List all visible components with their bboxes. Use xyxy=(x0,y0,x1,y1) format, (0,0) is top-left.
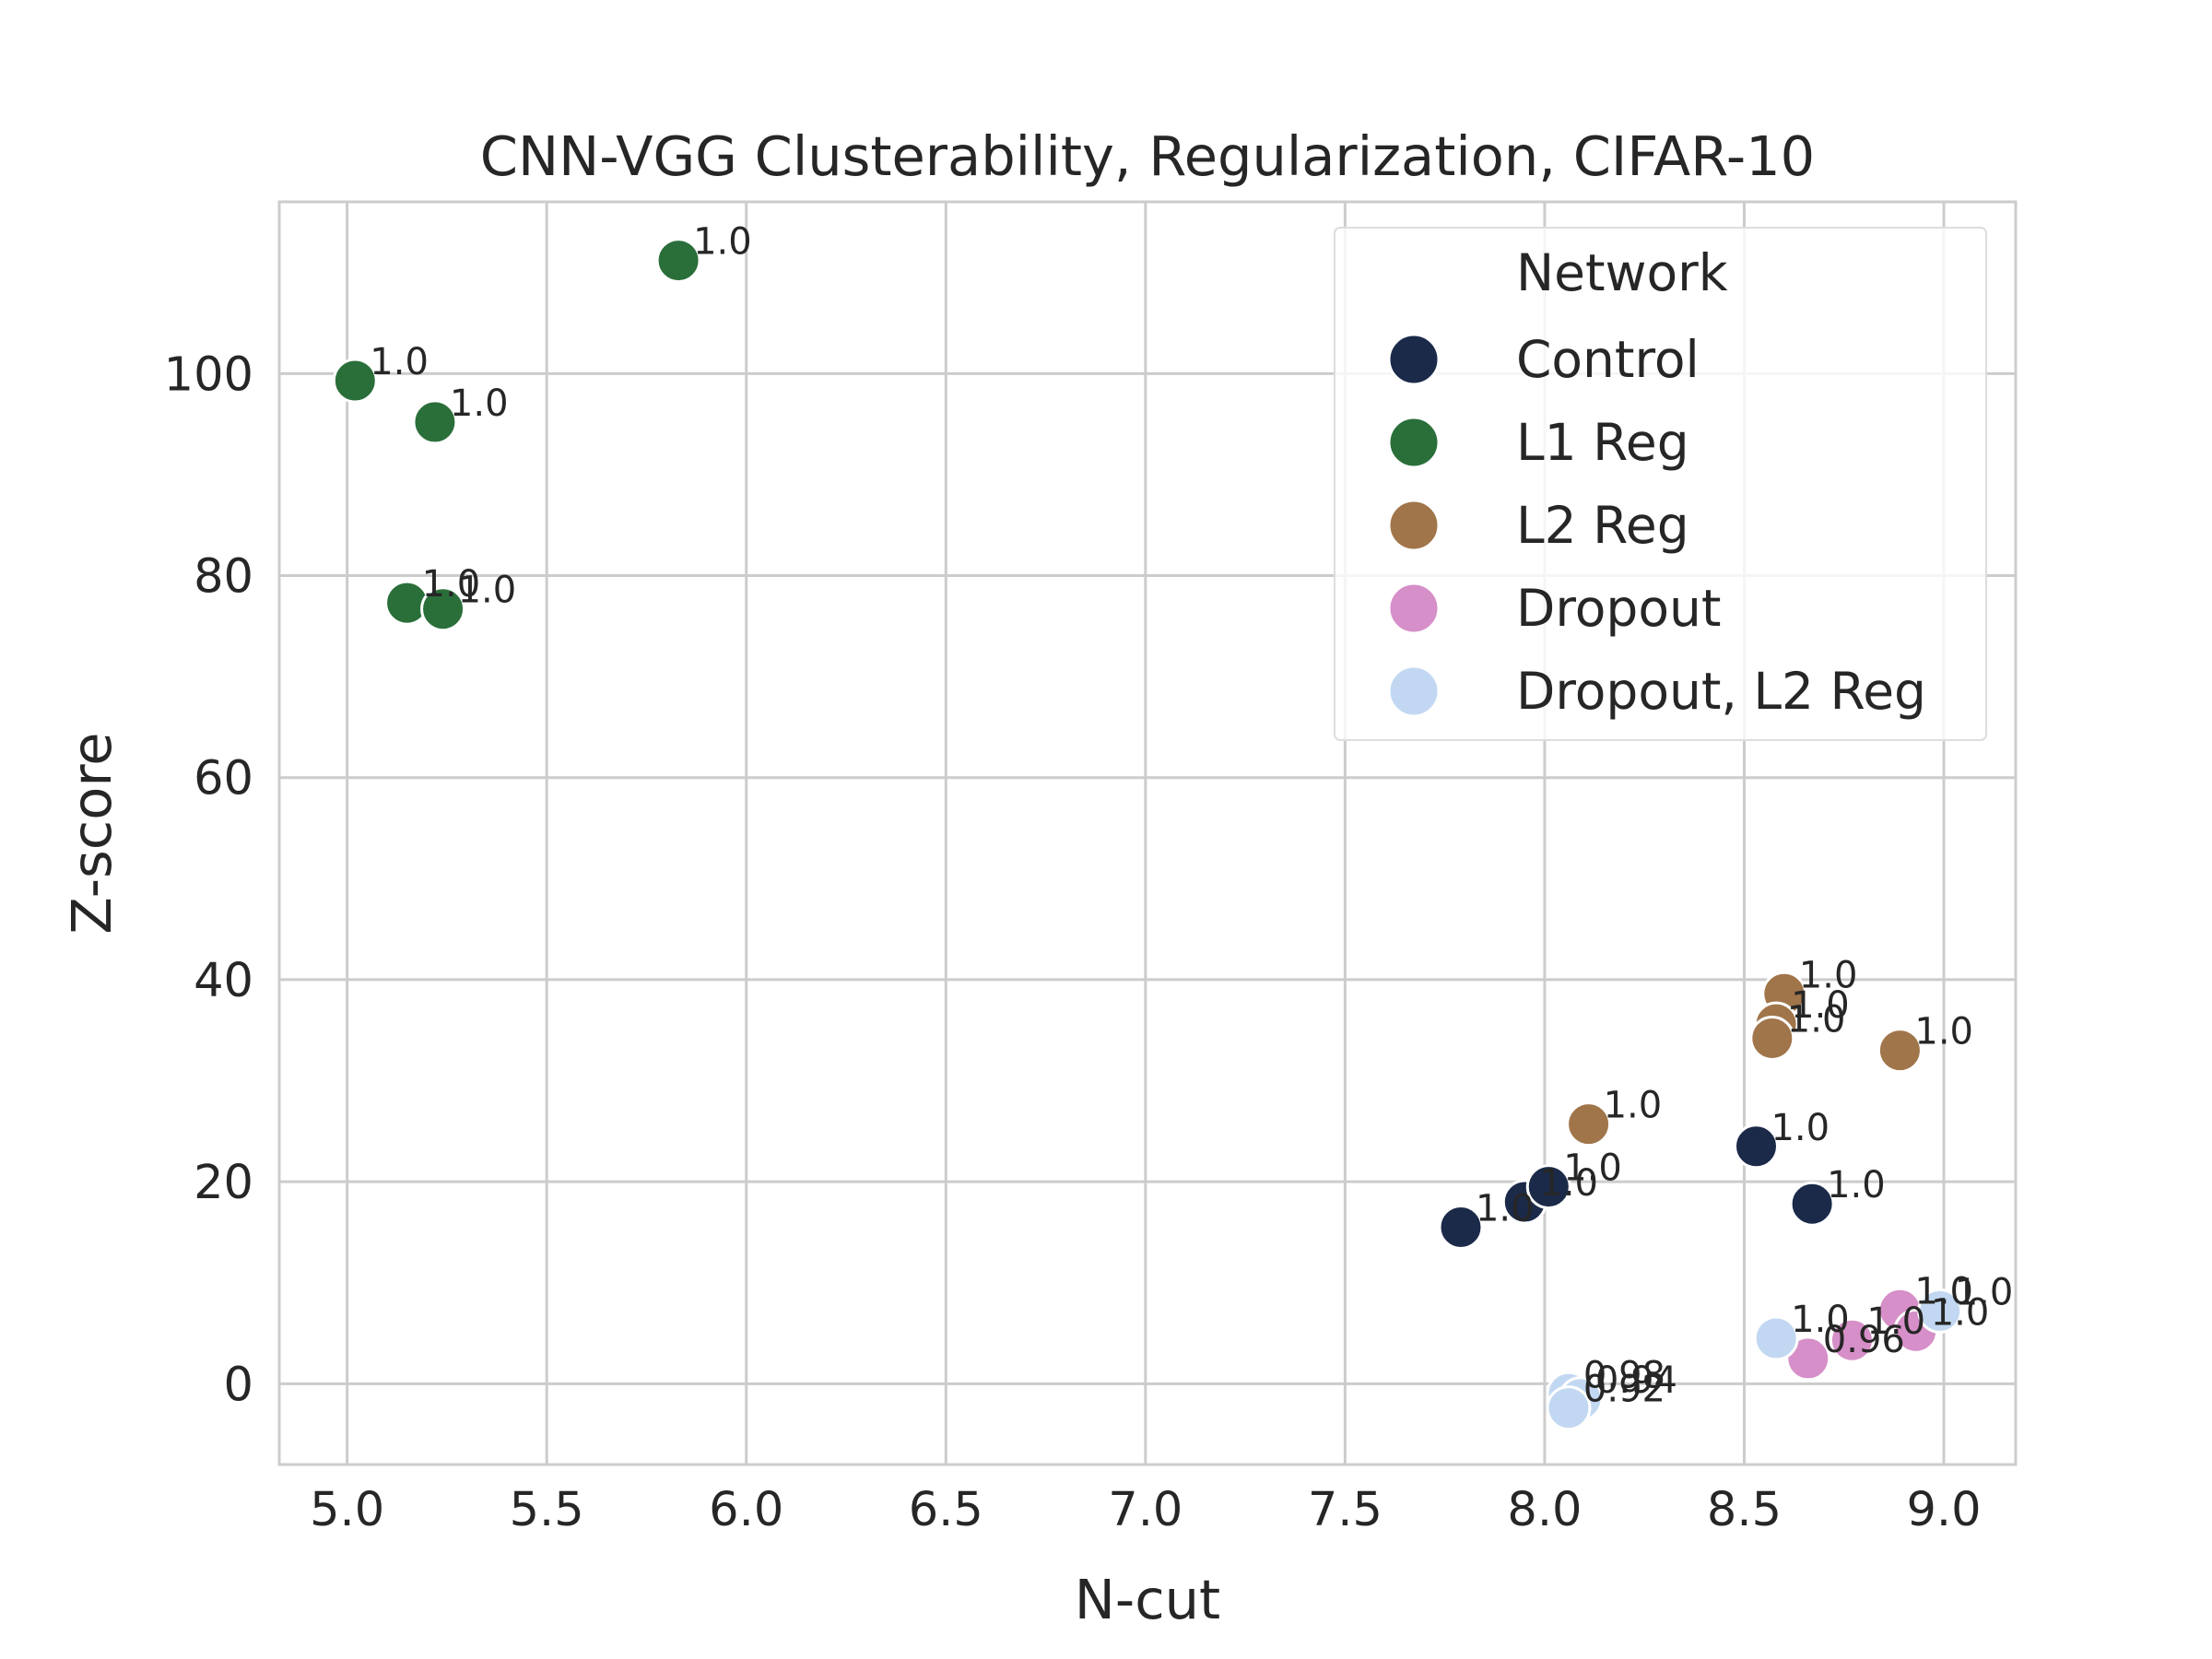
plot-frame xyxy=(277,200,2018,1466)
y-tick-label-2: 40 xyxy=(194,954,253,1008)
point-s3-2 xyxy=(1829,1317,1875,1363)
legend-label-1: L1 Reg xyxy=(1516,413,1689,472)
legend-box xyxy=(1334,227,1987,741)
point-label-s3-2: 1.0 xyxy=(1866,1300,1925,1343)
point-s3-3 xyxy=(1785,1335,1831,1382)
point-label-s2-4: 1.0 xyxy=(1604,1085,1663,1127)
legend-items: Control L1 Reg L2 Reg Dropout Dropout, L2 Re… xyxy=(1387,330,1926,721)
y-tick-label-0: 0 xyxy=(224,1358,253,1412)
point-s4-4 xyxy=(1546,1385,1592,1431)
point-s4-0 xyxy=(1917,1288,1963,1334)
legend-label-4: Dropout, L2 Reg xyxy=(1516,662,1926,721)
y-tick-label-3: 60 xyxy=(194,752,253,806)
point-s2-2 xyxy=(1749,1015,1795,1061)
data-points xyxy=(332,238,1963,1431)
point-s0-4 xyxy=(1789,1181,1835,1227)
y-tick-labels: 0 20 40 60 80 100 xyxy=(164,347,253,1412)
legend-marker-3 xyxy=(1387,582,1441,635)
point-label-s0-1: 1.0 xyxy=(1539,1162,1598,1205)
x-tick-label-2: 6.0 xyxy=(709,1483,783,1537)
point-label-s1-4: 1.0 xyxy=(458,570,517,612)
point-s0-0 xyxy=(1438,1204,1484,1250)
point-label-s0-2: 1.0 xyxy=(1563,1147,1622,1190)
point-label-s4-0: 1.0 xyxy=(1955,1271,2014,1313)
x-tick-label-7: 8.5 xyxy=(1707,1483,1782,1537)
point-s2-3 xyxy=(1877,1028,1923,1074)
point-label-s4-2: 0.98 xyxy=(1583,1354,1665,1396)
point-s2-4 xyxy=(1566,1101,1612,1147)
x-tick-label-4: 7.0 xyxy=(1108,1483,1182,1537)
x-tick-label-8: 9.0 xyxy=(1906,1483,1981,1537)
point-label-s0-4: 1.0 xyxy=(1827,1164,1886,1206)
point-label-s4-4: 0.92 xyxy=(1583,1369,1665,1411)
point-label-s1-2: 1.0 xyxy=(450,382,509,425)
legend-marker-4 xyxy=(1387,665,1441,718)
point-s1-1 xyxy=(332,358,378,404)
x-tick-label-5: 7.5 xyxy=(1308,1483,1382,1537)
x-axis-label: N-cut xyxy=(1075,1568,1220,1631)
legend-label-0: Control xyxy=(1516,330,1700,389)
point-label-s3-3: 0.96 xyxy=(1823,1319,1905,1361)
point-annotations: 1.01.01.01.01.01.01.01.01.01.01.01.01.0 1… xyxy=(370,221,2013,1411)
legend-marker-2 xyxy=(1387,499,1441,552)
point-s1-0 xyxy=(655,238,701,284)
point-label-s2-0: 1.0 xyxy=(1799,954,1858,996)
point-s1-4 xyxy=(420,586,466,632)
point-label-s2-2: 1.0 xyxy=(1787,998,1846,1041)
point-label-s1-1: 1.0 xyxy=(370,341,429,383)
x-tick-labels: 5.0 5.5 6.0 6.5 7.0 7.5 8.0 8.5 9.0 xyxy=(310,1483,1982,1537)
x-tick-label-6: 8.0 xyxy=(1507,1483,1582,1537)
x-tick-label-3: 6.5 xyxy=(909,1483,983,1537)
point-label-s2-1: 1.0 xyxy=(1791,984,1850,1027)
x-tick-label-1: 5.5 xyxy=(510,1483,584,1537)
point-s4-1 xyxy=(1753,1315,1799,1361)
y-tick-label-1: 20 xyxy=(194,1156,253,1210)
point-label-s2-3: 1.0 xyxy=(1914,1011,1973,1053)
point-s0-3 xyxy=(1733,1124,1779,1170)
point-label-s0-0: 1.0 xyxy=(1476,1187,1535,1230)
y-tick-label-4: 80 xyxy=(194,550,253,605)
legend-marker-1 xyxy=(1387,416,1441,469)
point-label-s4-1: 1.0 xyxy=(1791,1299,1850,1341)
legend-label-2: L2 Reg xyxy=(1516,496,1689,555)
point-label-s0-3: 1.0 xyxy=(1771,1107,1830,1149)
point-label-s4-3: 0.94 xyxy=(1595,1359,1677,1402)
legend-title: Network xyxy=(1516,243,1728,302)
point-label-s1-3: 1.0 xyxy=(422,563,481,606)
x-tick-label-0: 5.0 xyxy=(310,1483,384,1537)
point-s0-2 xyxy=(1525,1164,1571,1210)
chart-title: CNN-VGG Clusterability, Regularization, … xyxy=(480,124,1815,188)
legend-label-3: Dropout xyxy=(1516,579,1721,638)
point-label-s3-0: 1.0 xyxy=(1914,1270,1973,1312)
legend: Network Control L1 Reg L2 Reg Dropout Dropou… xyxy=(1334,227,1987,741)
point-label-s3-1: 1.0 xyxy=(1931,1291,1990,1334)
point-label-s1-0: 1.0 xyxy=(693,221,752,264)
point-s1-2 xyxy=(412,399,458,445)
legend-marker-0 xyxy=(1387,333,1441,386)
y-axis-label: Z-score xyxy=(60,732,124,934)
y-tick-label-5: 100 xyxy=(164,347,253,402)
